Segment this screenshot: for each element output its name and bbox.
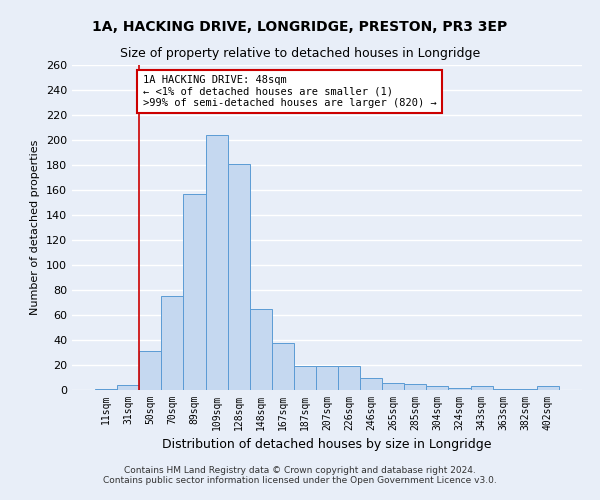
Bar: [448, 388, 470, 390]
Bar: [95, 389, 117, 390]
Bar: [272, 342, 294, 390]
Bar: [294, 366, 316, 390]
Bar: [537, 386, 559, 390]
Bar: [250, 308, 272, 390]
Bar: [404, 384, 427, 390]
Bar: [316, 366, 338, 390]
Bar: [427, 386, 448, 390]
Bar: [338, 366, 360, 390]
Bar: [184, 194, 206, 390]
Bar: [117, 385, 139, 390]
Text: Size of property relative to detached houses in Longridge: Size of property relative to detached ho…: [120, 48, 480, 60]
Bar: [360, 378, 382, 390]
Text: 1A, HACKING DRIVE, LONGRIDGE, PRESTON, PR3 3EP: 1A, HACKING DRIVE, LONGRIDGE, PRESTON, P…: [92, 20, 508, 34]
Bar: [493, 389, 515, 390]
Bar: [382, 382, 404, 390]
Bar: [470, 386, 493, 390]
Bar: [206, 135, 227, 390]
Bar: [139, 351, 161, 390]
Bar: [515, 389, 537, 390]
Text: 1A HACKING DRIVE: 48sqm
← <1% of detached houses are smaller (1)
>99% of semi-de: 1A HACKING DRIVE: 48sqm ← <1% of detache…: [143, 75, 436, 108]
Y-axis label: Number of detached properties: Number of detached properties: [31, 140, 40, 315]
X-axis label: Distribution of detached houses by size in Longridge: Distribution of detached houses by size …: [162, 438, 492, 452]
Bar: [227, 164, 250, 390]
Bar: [161, 296, 184, 390]
Text: Contains HM Land Registry data © Crown copyright and database right 2024.
Contai: Contains HM Land Registry data © Crown c…: [103, 466, 497, 485]
